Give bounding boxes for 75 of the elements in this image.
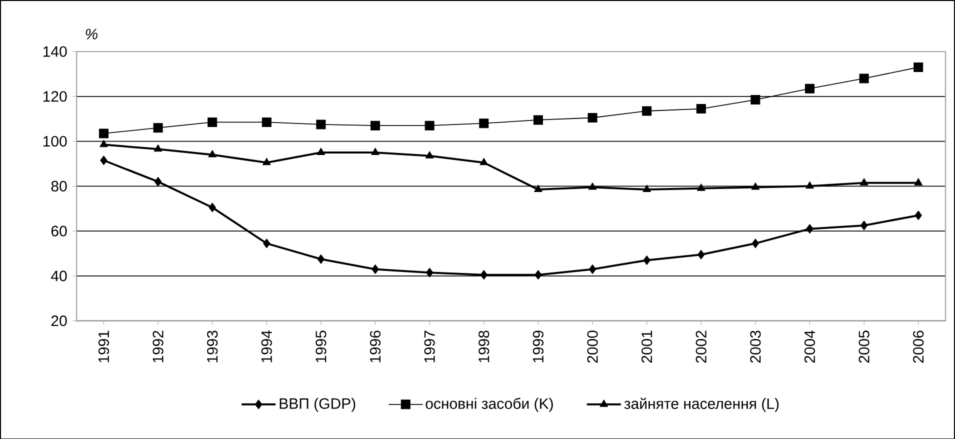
point	[262, 158, 271, 165]
point	[371, 148, 380, 155]
y-tick-label: 40	[51, 270, 67, 282]
x-tick-label: 1999	[532, 330, 544, 362]
x-tick-label: 2006	[913, 330, 924, 362]
y-tick-label: 100	[43, 136, 67, 146]
x-tick-label: 2003	[750, 330, 761, 362]
point	[98, 128, 108, 138]
x-tick-label: 1994	[261, 330, 272, 362]
point	[643, 255, 650, 265]
point	[208, 150, 217, 158]
legend-label: зайняте населення (L)	[624, 398, 779, 412]
point	[263, 238, 270, 248]
y-tick-label: 20	[51, 315, 67, 326]
point	[642, 184, 651, 192]
point	[100, 140, 108, 147]
point	[426, 268, 434, 278]
point	[208, 202, 216, 212]
point	[914, 210, 922, 220]
point	[316, 148, 326, 155]
point	[534, 270, 542, 280]
y-axis-title: %	[86, 28, 98, 40]
point	[317, 254, 325, 264]
point	[588, 264, 596, 274]
point	[153, 122, 163, 132]
point	[208, 117, 218, 127]
point	[100, 155, 108, 165]
point	[696, 183, 706, 191]
x-tick-label: 2002	[696, 330, 706, 362]
point	[859, 73, 869, 84]
point	[154, 144, 162, 152]
x-tick-label: 1998	[478, 330, 490, 362]
x-tick-label: 1997	[424, 330, 435, 362]
point	[860, 220, 868, 230]
x-tick-label: 2000	[587, 330, 598, 362]
point	[806, 224, 814, 234]
legend-label: ВВП (GDP)	[280, 398, 356, 412]
point	[480, 158, 488, 165]
x-tick-label: 1993	[207, 330, 218, 362]
point	[914, 62, 924, 72]
y-tick-label: 60	[51, 226, 67, 236]
x-tick-label: 1996	[370, 330, 381, 362]
point	[914, 178, 923, 186]
y-tick-label: 140	[43, 46, 67, 57]
point	[370, 120, 380, 130]
x-tick-label: 1991	[98, 330, 110, 362]
point	[588, 182, 597, 190]
point	[534, 184, 542, 192]
y-tick-label: 120	[43, 90, 67, 102]
point	[425, 150, 434, 158]
point	[372, 264, 379, 274]
point	[588, 112, 598, 122]
x-tick-label: 2004	[804, 330, 816, 362]
point	[697, 250, 705, 260]
point	[750, 94, 760, 104]
point	[752, 238, 760, 248]
x-tick-label: 1992	[152, 330, 164, 362]
x-tick-label: 2001	[642, 330, 652, 362]
y-tick-label: 80	[51, 180, 67, 192]
point	[480, 270, 488, 280]
point	[533, 115, 543, 125]
point	[479, 118, 489, 128]
point	[424, 120, 434, 130]
point	[316, 120, 326, 130]
point	[262, 117, 272, 127]
point	[804, 84, 814, 94]
x-tick-label: 2005	[858, 330, 870, 362]
point	[154, 176, 162, 186]
legend-label: основні засоби (K)	[426, 398, 553, 412]
point	[642, 106, 652, 116]
x-tick-label: 1995	[316, 330, 326, 362]
point	[696, 104, 706, 114]
point	[806, 181, 814, 188]
point	[860, 178, 868, 186]
point	[751, 182, 760, 190]
